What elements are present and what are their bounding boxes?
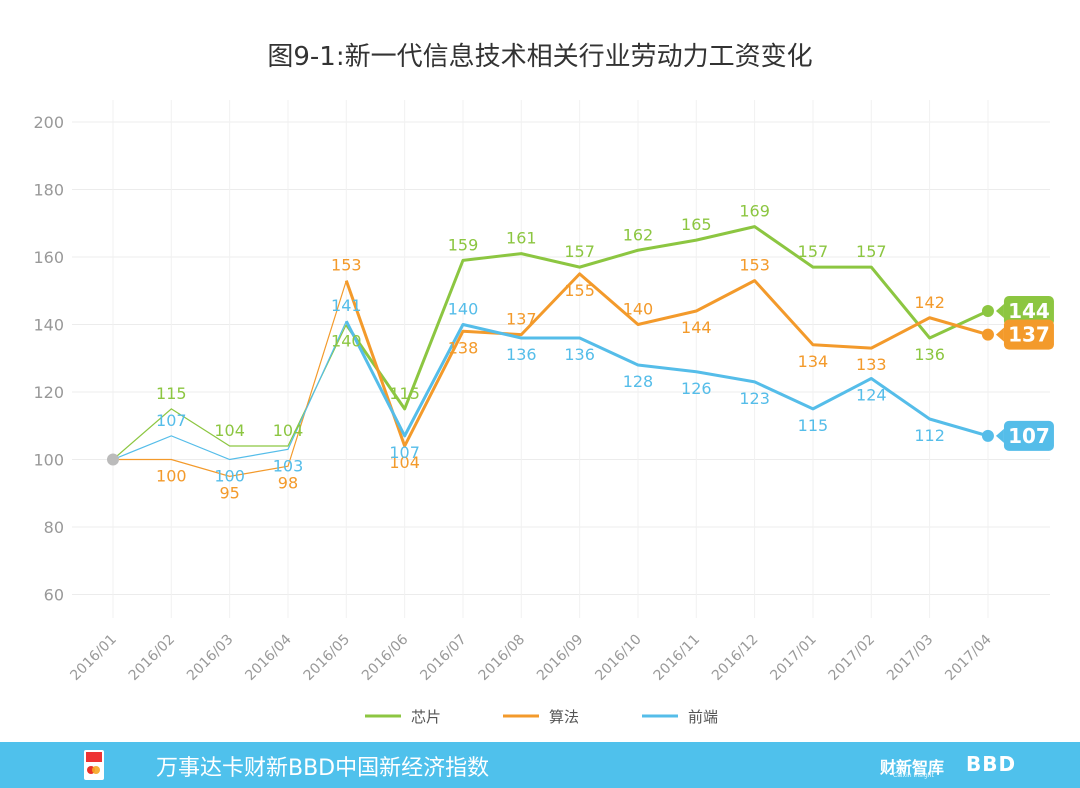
data-label: 103 xyxy=(273,456,304,475)
data-label: 115 xyxy=(389,384,420,403)
end-value-label: 137 xyxy=(1008,323,1050,347)
data-label: 153 xyxy=(331,256,362,275)
x-tick-label: 2016/03 xyxy=(184,632,236,684)
data-label: 115 xyxy=(798,416,829,435)
y-tick-label: 200 xyxy=(33,113,64,132)
x-tick-label: 2016/09 xyxy=(534,632,586,684)
series-line xyxy=(344,272,989,448)
end-value-label: 144 xyxy=(1008,299,1050,323)
end-badge-pointer xyxy=(995,428,1004,443)
x-tick-label: 2017/01 xyxy=(767,632,819,684)
data-label: 153 xyxy=(739,256,770,275)
data-label: 123 xyxy=(739,389,770,408)
x-tick-label: 2016/12 xyxy=(709,632,761,684)
x-tick-label: 2016/10 xyxy=(592,632,644,684)
x-tick-label: 2016/07 xyxy=(417,632,469,684)
legend-label: 芯片 xyxy=(411,708,441,726)
x-tick-label: 2016/06 xyxy=(359,631,412,684)
y-tick-label: 180 xyxy=(33,181,64,200)
data-label: 107 xyxy=(156,411,187,430)
start-point-marker xyxy=(107,453,119,466)
data-label: 104 xyxy=(389,453,420,472)
data-label: 136 xyxy=(914,345,945,364)
end-badge-pointer xyxy=(995,304,1004,318)
end-badge xyxy=(1003,420,1054,451)
data-label: 104 xyxy=(273,421,304,440)
end-point-marker xyxy=(981,429,994,442)
end-point-marker xyxy=(981,305,994,317)
end-value-label: 107 xyxy=(1008,424,1050,448)
end-badge-pointer xyxy=(995,327,1004,342)
caixin-insight-logo: 财新智库 xyxy=(880,758,945,777)
end-point-marker xyxy=(981,328,994,341)
legend-label: 前端 xyxy=(688,708,718,726)
data-label: 100 xyxy=(156,467,187,486)
data-label: 137 xyxy=(506,310,537,329)
data-label: 95 xyxy=(219,483,239,502)
data-label: 162 xyxy=(623,225,654,244)
data-label: 155 xyxy=(564,281,595,300)
data-label: 157 xyxy=(856,242,887,261)
data-label: 128 xyxy=(623,372,654,391)
data-label: 136 xyxy=(506,345,537,364)
chart-title: 图9-1:新一代信息技术相关行业劳动力工资变化 xyxy=(267,42,813,72)
data-label: 98 xyxy=(278,473,298,492)
data-label: 141 xyxy=(331,296,362,315)
x-tick-label: 2016/02 xyxy=(126,632,178,684)
data-label: 144 xyxy=(681,318,712,337)
series-line-start xyxy=(112,320,347,461)
y-tick-label: 80 xyxy=(44,518,64,537)
series-line xyxy=(345,225,989,411)
data-label: 169 xyxy=(739,202,770,221)
data-label: 115 xyxy=(156,384,187,403)
mastercard-logo xyxy=(84,750,104,780)
x-tick-label: 2016/08 xyxy=(476,632,528,684)
data-label: 159 xyxy=(448,235,479,254)
y-tick-label: 120 xyxy=(33,383,64,402)
data-label: 142 xyxy=(914,293,945,312)
x-tick-label: 2017/02 xyxy=(826,632,878,684)
data-label: 157 xyxy=(564,242,595,261)
y-tick-label: 140 xyxy=(33,316,64,335)
caixin-insight-subtitle: Caixin Insight xyxy=(893,772,934,779)
y-tick-label: 100 xyxy=(33,451,64,470)
data-label: 140 xyxy=(448,300,479,319)
x-tick-label: 2017/03 xyxy=(884,632,936,684)
end-badge xyxy=(1003,296,1054,326)
y-tick-label: 60 xyxy=(44,586,64,605)
legend-label: 算法 xyxy=(549,708,579,726)
data-label: 124 xyxy=(856,386,887,405)
data-label: 140 xyxy=(331,332,362,351)
data-label: 165 xyxy=(681,215,712,234)
data-label: 104 xyxy=(214,421,245,440)
data-label: 134 xyxy=(798,352,829,371)
x-tick-label: 2016/01 xyxy=(67,632,119,684)
x-tick-label: 2017/04 xyxy=(942,631,995,684)
y-tick-label: 160 xyxy=(33,248,64,267)
series-line-start xyxy=(113,280,347,477)
x-tick-label: 2016/04 xyxy=(242,631,295,684)
data-label: 157 xyxy=(798,242,829,261)
footer-title: 万事达卡财新BBD中国新经济指数 xyxy=(156,756,490,781)
end-badge xyxy=(1003,319,1054,350)
series-line xyxy=(344,320,989,438)
bbd-logo: BBD xyxy=(966,752,1017,776)
data-label: 126 xyxy=(681,379,712,398)
x-tick-label: 2016/11 xyxy=(651,632,703,684)
data-label: 161 xyxy=(506,229,537,248)
data-label: 100 xyxy=(214,467,245,486)
data-label: 107 xyxy=(389,443,420,462)
data-label: 138 xyxy=(448,338,479,357)
data-label: 136 xyxy=(564,345,595,364)
data-label: 140 xyxy=(623,300,654,319)
x-tick-label: 2016/05 xyxy=(301,632,353,684)
data-label: 133 xyxy=(856,355,887,374)
footer-banner: 万事达卡财新BBD中国新经济指数 财新智库 Caixin Insight BBD xyxy=(0,742,1080,788)
data-label: 112 xyxy=(914,426,945,445)
